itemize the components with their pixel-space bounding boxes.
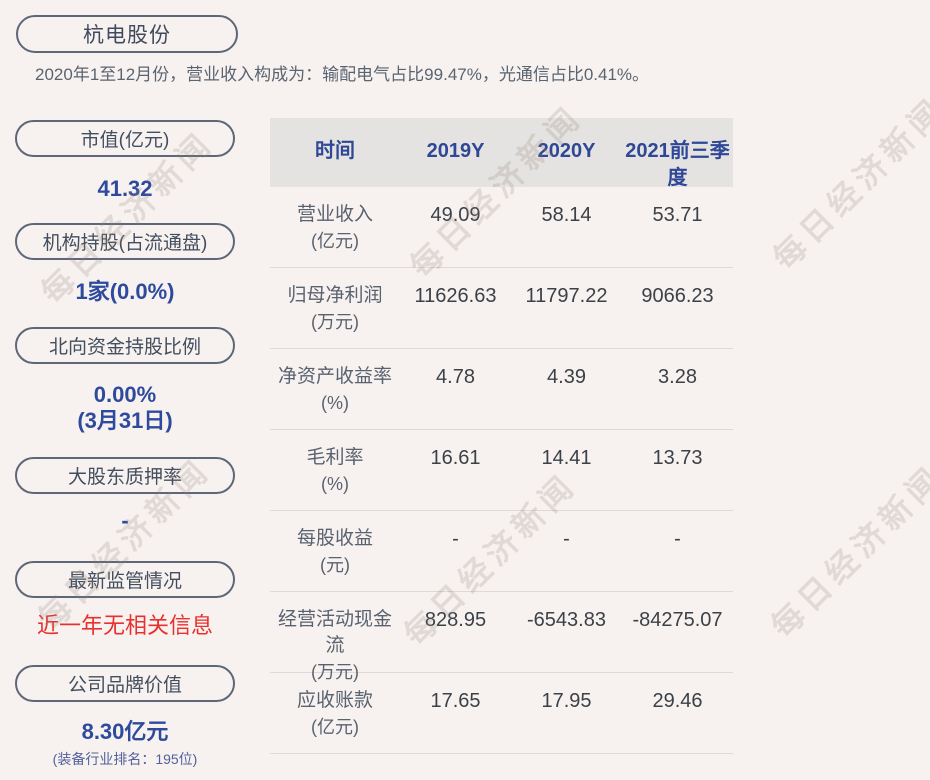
cell-value: - [452, 528, 459, 550]
metric-name: 营业收入 [296, 204, 373, 225]
cell-value: - [563, 528, 570, 550]
institutional-holding-value: 1家(0.0%) [75, 279, 175, 304]
cell-value: 4.39 [547, 366, 586, 388]
brand-value-amount: 8.30亿元 [81, 719, 169, 744]
cell-value: - [674, 528, 681, 550]
cell-value: 9066.23 [641, 285, 714, 307]
cell-value: 828.95 [424, 609, 487, 631]
regulatory-status-value: 近一年无相关信息 [36, 613, 213, 638]
northbound-holding-percent: 0.00% [93, 382, 157, 407]
pledge-ratio-value: - [121, 508, 129, 533]
metric-name: 经营活动现金流 [277, 609, 392, 656]
watermark-text: 每日经济新闻 [764, 458, 930, 645]
column-header-2021q3: 2021前三季度 [625, 140, 730, 189]
brand-value-rank: (装备行业排名：195位) [52, 751, 198, 767]
cell-value: 3.28 [658, 366, 697, 388]
cell-value: 17.95 [541, 690, 592, 712]
northbound-holding-value: 0.00% (3月31日) [15, 382, 235, 434]
northbound-holding-date: (3月31日) [77, 408, 173, 433]
metric-name: 净资产收益率 [277, 366, 392, 387]
metric-unit: (万元) [311, 662, 359, 682]
table-row-net-profit: 归母净利润 (万元) 11626.63 11797.22 9066.23 [270, 268, 733, 349]
cell-value: -6543.83 [527, 609, 606, 631]
table-row-revenue: 营业收入 (亿元) 49.09 58.14 53.71 [270, 187, 733, 268]
sidebar-pill-regulatory-status: 最新监管情况 [15, 561, 235, 598]
cell-value: 49.09 [430, 204, 481, 226]
cell-value: 58.14 [541, 204, 592, 226]
sidebar-pill-label: 市值(亿元) [80, 130, 170, 151]
sidebar-pill-northbound-holding: 北向资金持股比例 [15, 327, 235, 364]
revenue-composition-text: 2020年1至12月份，营业收入构成为：输配电气占比99.47%，光通信占比0.… [35, 65, 650, 84]
table-row-accounts-receivable: 应收账款 (亿元) 17.65 17.95 29.46 [270, 673, 733, 754]
column-header-2020: 2020Y [537, 140, 596, 162]
sidebar-pill-market-cap: 市值(亿元) [15, 120, 235, 157]
cell-value: 13.73 [652, 447, 703, 469]
company-name: 杭电股份 [83, 24, 171, 47]
cell-value: 11797.22 [525, 285, 608, 307]
table-row-operating-cash-flow: 经营活动现金流 (万元) 828.95 -6543.83 -84275.07 [270, 592, 733, 682]
sidebar-pill-label: 北向资金持股比例 [48, 337, 201, 358]
sidebar-pill-label: 大股东质押率 [67, 467, 182, 488]
table-header-row: 时间 2019Y 2020Y 2021前三季度 [270, 118, 733, 189]
metric-name: 应收账款 [296, 690, 373, 711]
metric-name: 毛利率 [306, 447, 364, 468]
watermark-text: 每日经济新闻 [766, 90, 930, 277]
metric-unit: (元) [320, 555, 350, 575]
metric-unit: (%) [321, 474, 349, 494]
table-row-gross-margin: 毛利率 (%) 16.61 14.41 13.73 [270, 430, 733, 511]
cell-value: 29.46 [652, 690, 703, 712]
market-cap-value: 41.32 [97, 176, 153, 201]
cell-value: 17.65 [430, 690, 481, 712]
metric-unit: (亿元) [311, 717, 359, 737]
sidebar-pill-label: 机构持股(占流通盘) [42, 233, 208, 254]
metric-name: 归母净利润 [287, 285, 383, 306]
column-header-time: 时间 [315, 140, 355, 162]
metric-unit: (%) [321, 393, 349, 413]
metric-unit: (万元) [311, 312, 359, 332]
column-header-2019: 2019Y [426, 140, 485, 162]
sidebar-pill-label: 公司品牌价值 [67, 675, 182, 696]
table-row-eps: 每股收益 (元) - - - [270, 511, 733, 592]
metric-unit: (亿元) [311, 231, 359, 251]
metric-name: 每股收益 [296, 528, 373, 549]
sidebar-pill-pledge-ratio: 大股东质押率 [15, 457, 235, 494]
sidebar-pill-label: 最新监管情况 [67, 571, 182, 592]
financial-table: 时间 2019Y 2020Y 2021前三季度 营业收入 (亿元) 49.09 … [270, 118, 733, 754]
company-name-badge: 杭电股份 [16, 15, 238, 53]
cell-value: -84275.07 [632, 609, 723, 631]
cell-value: 4.78 [436, 366, 475, 388]
cell-value: 16.61 [430, 447, 481, 469]
cell-value: 14.41 [541, 447, 592, 469]
sidebar-pill-brand-value: 公司品牌价值 [15, 665, 235, 702]
cell-value: 53.71 [652, 204, 703, 226]
cell-value: 11626.63 [414, 285, 497, 307]
table-row-roe: 净资产收益率 (%) 4.78 4.39 3.28 [270, 349, 733, 430]
sidebar-pill-institutional-holding: 机构持股(占流通盘) [15, 223, 235, 260]
